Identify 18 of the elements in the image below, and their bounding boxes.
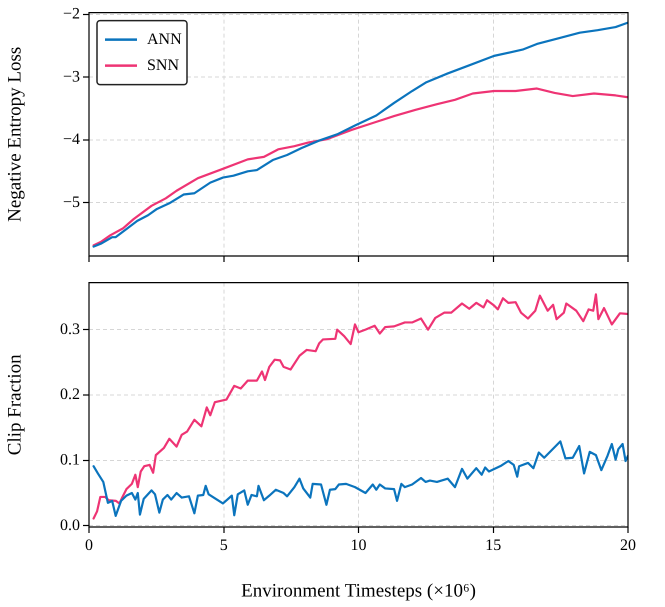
x-axis-title: Environment Timesteps (×10⁶): [241, 580, 476, 602]
legend-label: ANN: [147, 30, 182, 48]
x-tick-label: 5: [220, 536, 228, 554]
y-tick-label: 0.2: [60, 386, 80, 404]
y-tick-label: 0.1: [60, 452, 80, 469]
x-tick-label: 10: [350, 536, 366, 554]
y-tick-label: −2: [62, 6, 80, 23]
y-tick-label: −3: [62, 68, 80, 86]
legend-label: SNN: [147, 56, 180, 74]
y-axis-title: Negative Entropy Loss: [4, 46, 26, 222]
y-tick-label: −4: [62, 131, 80, 148]
x-tick-label: 0: [85, 536, 93, 554]
y-tick-label: 0.0: [60, 516, 80, 534]
y-tick-label: −5: [62, 194, 80, 211]
x-tick-label: 20: [620, 536, 636, 554]
y-axis-title: Clip Fraction: [4, 354, 26, 456]
y-tick-label: 0.3: [60, 320, 80, 338]
x-tick-label: 15: [485, 536, 502, 554]
